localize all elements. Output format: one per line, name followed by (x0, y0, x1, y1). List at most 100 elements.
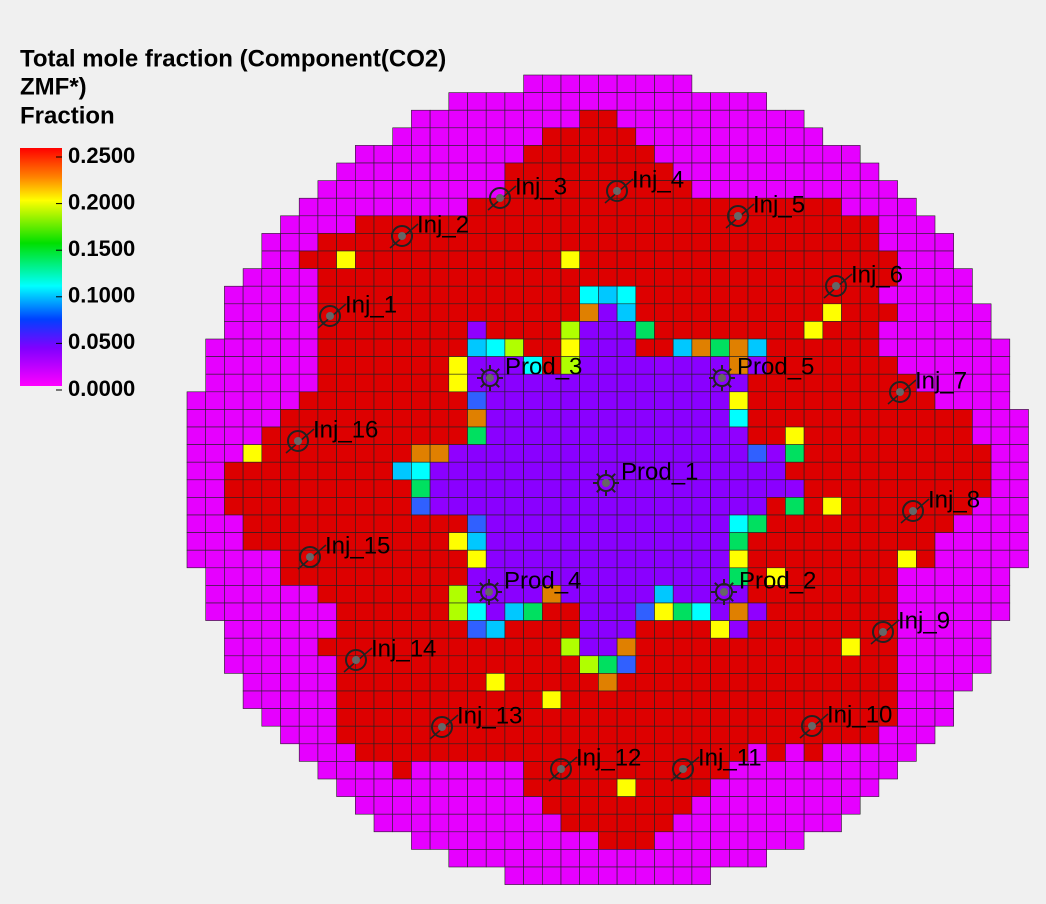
grid-cell (485, 145, 506, 164)
grid-cell (579, 708, 599, 727)
grid-cell (635, 145, 655, 164)
grid-cell (224, 620, 244, 639)
grid-cell (411, 461, 431, 481)
grid-cell (953, 602, 973, 621)
grid-cell (261, 479, 281, 498)
grid-cell (467, 338, 487, 357)
grid-cell (934, 426, 955, 445)
grid-cell (672, 127, 693, 146)
grid-cell (859, 373, 880, 393)
grid-cell (541, 197, 562, 217)
grid-cell (298, 602, 319, 621)
grid-cell (616, 637, 637, 657)
grid-cell (691, 233, 711, 252)
grid-cell (803, 673, 824, 692)
grid-cell (560, 866, 581, 885)
grid-cell (261, 285, 281, 305)
grid-cell (934, 285, 955, 305)
grid-cell (523, 620, 543, 639)
grid-cell (317, 761, 337, 780)
grid-cell (485, 444, 506, 463)
grid-cell (186, 497, 207, 516)
well-dot (734, 212, 742, 220)
grid-cell (280, 725, 300, 745)
grid-cell (710, 145, 730, 164)
grid-cell (598, 585, 618, 604)
grid-cell (672, 356, 693, 375)
grid-cell (691, 585, 711, 604)
grid-cell (392, 162, 412, 181)
grid-cell (841, 197, 861, 217)
grid-cell (411, 567, 431, 586)
grid-cell (504, 796, 524, 815)
grid-cell (672, 532, 693, 551)
grid-cell (523, 497, 543, 516)
grid-cell (691, 602, 711, 621)
grid-cell (504, 409, 524, 428)
grid-cell (560, 673, 581, 692)
grid-cell (654, 813, 674, 833)
grid-cell (897, 233, 917, 252)
grid-cell (803, 127, 824, 146)
well-ring (345, 649, 367, 671)
grid-cell (766, 655, 786, 674)
grid-cell (878, 197, 898, 217)
grid-cell (635, 567, 655, 586)
grid-cell (392, 567, 412, 586)
grid-cell (485, 215, 506, 234)
grid-cell (523, 409, 543, 428)
grid-cell (429, 831, 450, 850)
grid-cell (579, 549, 599, 569)
grid-cell (785, 268, 805, 287)
grid-cell (560, 74, 581, 93)
grid-cell (728, 303, 749, 322)
grid-cell (710, 127, 730, 146)
grid-cell (392, 338, 412, 357)
well-dot (909, 507, 917, 515)
grid-cell (392, 409, 412, 428)
grid-cell (859, 338, 880, 357)
grid-cell (934, 567, 955, 586)
grid-cell (654, 127, 674, 146)
grid-cell (448, 831, 468, 850)
grid-cell (785, 655, 805, 674)
grid-cell (822, 479, 842, 498)
well-label: Inj_9 (898, 607, 950, 634)
grid-cell (766, 497, 786, 516)
grid-cell (785, 479, 805, 498)
grid-cell (672, 426, 693, 445)
grid-cell (560, 813, 581, 833)
grid-cell (785, 250, 805, 269)
grid-cell (1009, 549, 1029, 569)
grid-cell (654, 637, 674, 657)
grid-cell (579, 620, 599, 639)
grid-cell (672, 409, 693, 428)
grid-cell (560, 233, 581, 252)
grid-cell (485, 109, 506, 129)
grid-cell (261, 673, 281, 692)
grid-cell (429, 127, 450, 146)
grid-cell (728, 602, 749, 621)
grid-cell (579, 866, 599, 885)
grid-cell (541, 637, 562, 657)
grid-cell (934, 461, 955, 481)
well-dot (602, 479, 610, 487)
grid-cell (897, 356, 917, 375)
grid-cell (560, 444, 581, 463)
grid-cell (298, 655, 319, 674)
grid-cell (728, 461, 749, 481)
grid-cell (261, 373, 281, 393)
grid-cell (635, 708, 655, 727)
well-dot (679, 765, 687, 773)
grid-cell (841, 338, 861, 357)
grid-cell (747, 391, 768, 410)
grid-cell (317, 461, 337, 481)
grid-cell (598, 549, 618, 569)
grid-cell (747, 127, 768, 146)
grid-cell (654, 215, 674, 234)
grid-cell (224, 461, 244, 481)
grid-cell (672, 92, 693, 111)
grid-cell (523, 690, 543, 709)
grid-cell (560, 725, 581, 745)
grid-cell (485, 409, 506, 428)
